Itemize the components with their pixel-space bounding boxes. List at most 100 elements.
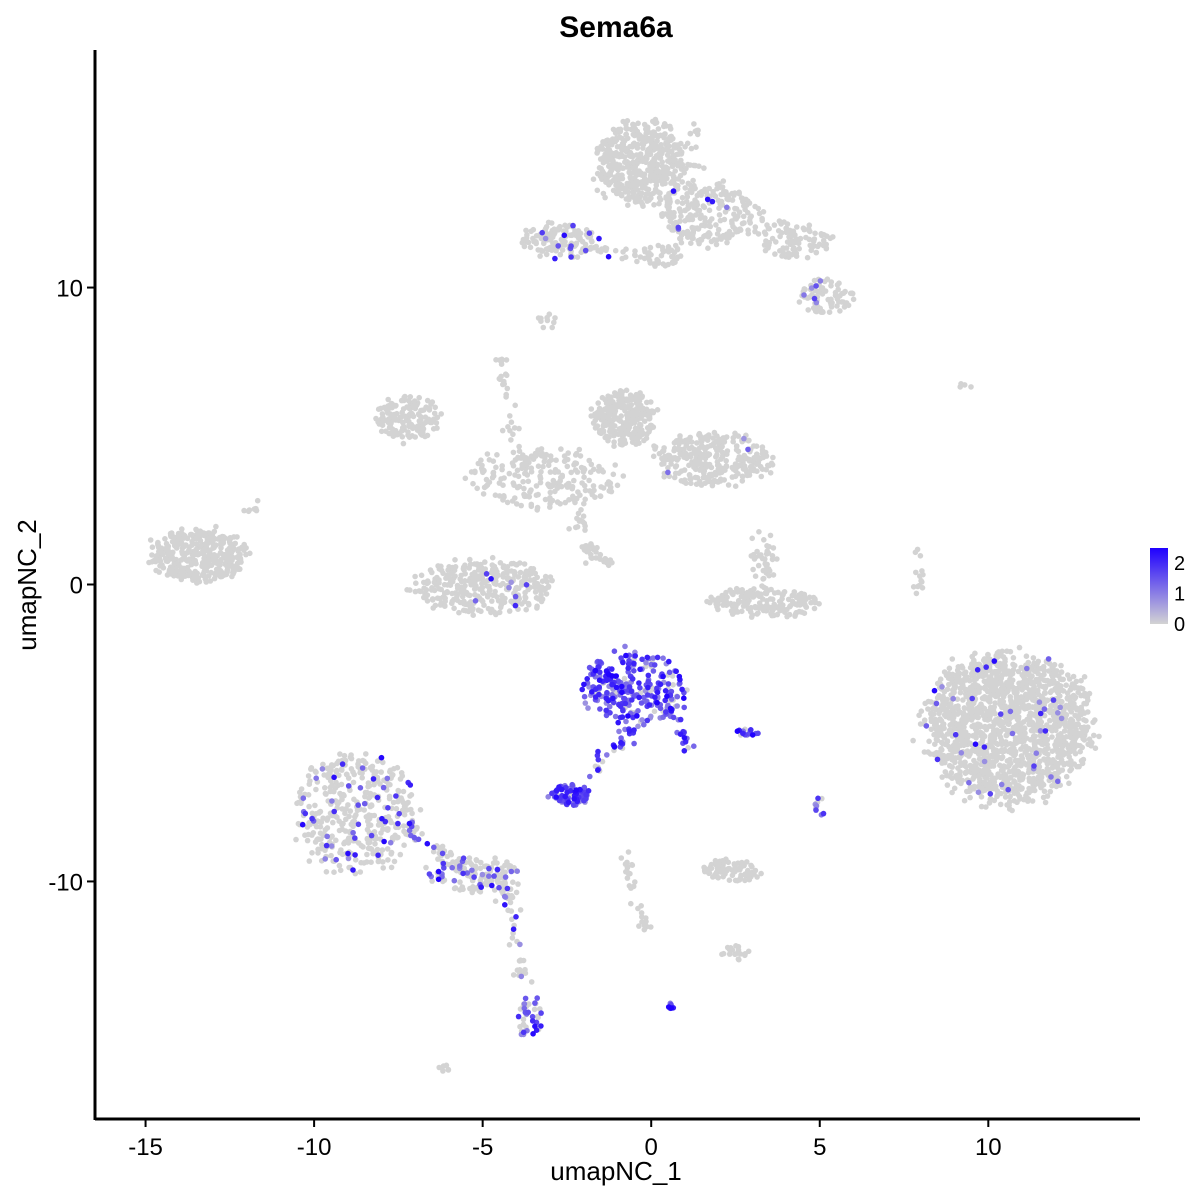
cell-point <box>611 137 618 144</box>
cell-point <box>226 545 232 552</box>
cell-point <box>741 203 747 209</box>
cell-point <box>811 605 818 612</box>
cell-point <box>444 572 451 579</box>
cell-point <box>933 749 940 756</box>
cell-point <box>666 135 672 142</box>
cell-point <box>778 221 784 227</box>
cell-point <box>312 802 318 809</box>
cell-point <box>389 414 396 420</box>
cell-point <box>449 590 455 597</box>
cell-point <box>1035 717 1042 723</box>
cell-point <box>999 698 1006 705</box>
cell-point <box>983 678 990 684</box>
cell-point <box>807 228 813 235</box>
cell-point <box>733 216 739 222</box>
cell-point <box>364 859 370 865</box>
cell-point <box>328 767 334 773</box>
cell-point <box>1007 694 1014 700</box>
cell-point <box>452 557 458 563</box>
cell-point <box>963 763 969 770</box>
cell-point <box>482 559 488 565</box>
cell-point <box>706 223 712 229</box>
cell-point <box>917 721 924 727</box>
cell-point <box>582 496 588 503</box>
cell-point <box>644 399 650 406</box>
cell-point <box>573 450 580 457</box>
cell-point <box>1044 736 1051 743</box>
cell-point <box>586 477 592 484</box>
cell-point <box>603 176 610 183</box>
cell-point <box>572 460 578 466</box>
cell-point <box>1052 742 1058 748</box>
cell-point <box>940 693 946 700</box>
cell-point <box>735 448 742 455</box>
cell-point <box>318 819 325 825</box>
cell-point <box>368 802 375 808</box>
cell-point <box>650 190 657 197</box>
cell-point <box>298 786 305 792</box>
cell-point <box>740 599 747 605</box>
cell-point <box>510 879 516 885</box>
cell-point <box>751 467 757 474</box>
cell-point <box>1014 758 1021 764</box>
cell-point <box>946 703 953 709</box>
cell-point <box>449 568 456 575</box>
cell-point <box>534 451 541 458</box>
cell-point <box>479 580 485 587</box>
cell-point <box>756 593 763 600</box>
cell-point <box>621 437 628 443</box>
cell-point <box>706 461 713 468</box>
cell-point <box>1038 693 1045 700</box>
cell-point <box>749 535 755 542</box>
cell-point <box>387 422 394 429</box>
cell-point <box>1024 752 1031 758</box>
cell-point <box>1077 748 1083 755</box>
cell-point <box>211 535 217 542</box>
cell-point <box>409 425 416 432</box>
cell-point <box>623 387 630 394</box>
cell-point <box>486 457 493 463</box>
cell-point <box>501 599 508 606</box>
cell-point <box>517 560 523 566</box>
cell-point <box>634 152 640 158</box>
cell-point <box>807 242 813 249</box>
cell-point <box>735 470 741 477</box>
cell-point <box>417 588 424 595</box>
cell-point <box>739 608 745 615</box>
cell-point <box>401 828 407 835</box>
cell-point <box>352 857 359 863</box>
cell-point <box>369 763 376 770</box>
cell-point <box>771 601 777 608</box>
cell-point <box>967 794 973 801</box>
cell-point <box>662 164 668 171</box>
cell-point <box>588 413 594 419</box>
cell-point <box>1004 648 1010 654</box>
cell-point <box>1030 728 1037 734</box>
cell-point <box>1096 733 1102 740</box>
cell-point <box>559 247 566 253</box>
cell-point <box>632 164 639 170</box>
cell-point <box>719 592 725 599</box>
cell-point <box>651 708 658 715</box>
cell-point <box>1060 676 1066 683</box>
cell-point <box>380 865 387 871</box>
cell-point <box>533 492 540 499</box>
cell-point <box>803 234 809 241</box>
cell-point <box>745 209 751 216</box>
cell-point <box>1057 721 1063 728</box>
cell-point <box>652 177 658 184</box>
cell-point <box>659 178 666 184</box>
cell-point <box>546 458 553 465</box>
cell-point <box>441 581 448 588</box>
cell-point <box>498 476 504 482</box>
cell-point <box>515 585 522 592</box>
cell-point <box>667 218 674 224</box>
cell-point <box>171 561 177 567</box>
cell-point <box>231 564 237 570</box>
cell-point <box>169 538 176 545</box>
cell-point <box>760 576 766 582</box>
cell-point <box>178 576 185 583</box>
cell-point <box>1040 782 1047 788</box>
cell-point <box>740 198 746 205</box>
cell-point <box>1044 722 1050 728</box>
